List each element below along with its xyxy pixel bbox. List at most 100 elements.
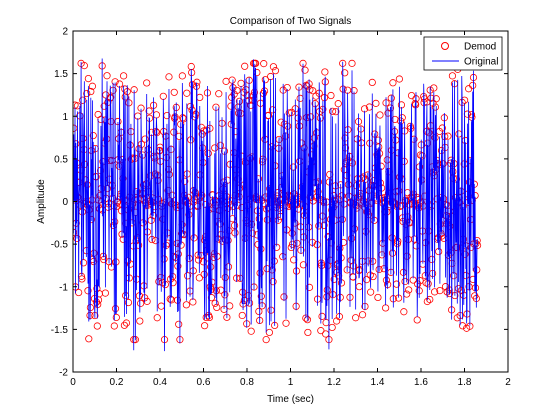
demod-point — [374, 136, 382, 144]
legend-demod-marker — [441, 42, 449, 50]
legend-box — [423, 36, 503, 71]
y-tick-label: 0 — [62, 197, 68, 208]
demod-point — [400, 308, 408, 316]
demod-point — [211, 299, 219, 307]
legend: Demod Original — [423, 36, 503, 71]
chart-title: Comparison of Two Signals — [230, 16, 352, 27]
demod-point — [143, 79, 151, 87]
demod-point — [414, 196, 423, 204]
x-tick-label: 1.2 — [327, 377, 341, 388]
demod-point — [79, 259, 88, 267]
demod-point — [469, 81, 477, 90]
demod-point — [211, 144, 219, 152]
demod-point — [327, 91, 335, 100]
demod-point — [195, 274, 203, 282]
demod-point — [137, 299, 145, 307]
demod-point — [153, 314, 161, 322]
legend-demod-label: Demod — [464, 42, 496, 53]
demod-point — [361, 175, 369, 183]
demod-point — [426, 295, 434, 304]
demod-point — [309, 87, 317, 95]
demod-point — [431, 103, 440, 111]
x-tick-label: 1.8 — [458, 377, 472, 388]
demod-point — [122, 319, 131, 327]
demod-point — [84, 74, 92, 83]
demod-point — [301, 66, 309, 74]
demod-point — [438, 124, 446, 132]
demod-point — [448, 72, 457, 80]
demod-point — [247, 327, 255, 335]
demod-point — [257, 292, 265, 300]
demod-point — [374, 293, 382, 302]
y-tick-label: 1 — [62, 112, 68, 123]
demod-point — [352, 314, 360, 322]
y-tick-label: 2 — [62, 27, 68, 38]
x-tick-label: 0 — [70, 377, 76, 388]
demod-point — [431, 288, 439, 296]
demod-point — [145, 107, 153, 115]
demod-point — [432, 95, 440, 103]
demod-point — [143, 297, 151, 305]
demod-point — [83, 89, 91, 98]
demod-point — [85, 335, 93, 343]
demod-point — [458, 322, 467, 330]
demod-point — [330, 275, 338, 283]
demod-point — [101, 289, 110, 297]
demod-point — [334, 100, 342, 108]
demod-point — [124, 298, 133, 307]
series-layer — [73, 58, 482, 352]
demod-point — [359, 173, 367, 181]
demod-point — [304, 328, 312, 337]
demod-point — [165, 73, 173, 81]
demod-point — [261, 76, 269, 84]
demod-point — [178, 72, 186, 80]
demod-point — [87, 87, 95, 96]
demod-point — [418, 152, 426, 160]
demod-point — [348, 59, 356, 67]
demod-point — [401, 277, 409, 286]
demod-point — [141, 135, 149, 143]
x-tick-label: 1 — [288, 377, 294, 388]
x-tick-label: 0.6 — [197, 377, 211, 388]
demod-point — [255, 307, 263, 315]
demod-point — [260, 60, 268, 68]
demod-point — [120, 72, 128, 80]
demod-point — [299, 261, 308, 269]
x-axis-label: Time (sec) — [267, 394, 314, 405]
y-tick-label: -1.5 — [51, 325, 69, 336]
demod-point — [184, 272, 192, 280]
demod-point — [269, 63, 278, 71]
demod-point — [93, 322, 101, 330]
demod-point — [341, 69, 349, 77]
series-original-line — [73, 58, 478, 352]
demod-point — [395, 75, 403, 83]
demod-point — [376, 111, 384, 119]
demod-point — [181, 177, 189, 185]
x-tick-label: 1.6 — [414, 377, 428, 388]
demod-point — [367, 288, 375, 296]
demod-point — [405, 286, 413, 294]
x-tick-label: 0.2 — [110, 377, 124, 388]
demod-point — [204, 149, 212, 157]
demod-point — [186, 102, 195, 111]
x-tick-label: 0.8 — [240, 377, 254, 388]
demod-point — [262, 336, 270, 344]
demod-point — [271, 67, 280, 75]
demod-point — [175, 320, 183, 328]
x-tick-label: 0.4 — [153, 377, 167, 388]
demod-point — [215, 90, 223, 98]
y-tick-label: -2 — [59, 368, 68, 379]
y-tick-label: -0.5 — [51, 240, 69, 251]
demod-point — [252, 59, 260, 67]
y-tick-label: 1.5 — [54, 69, 68, 80]
demod-point — [321, 68, 329, 76]
demod-point — [332, 108, 340, 116]
demod-point — [170, 88, 178, 96]
y-axis-label: Amplitude — [36, 179, 47, 224]
y-tick-label: -1 — [59, 282, 68, 293]
demod-point — [318, 312, 326, 320]
demod-point — [241, 62, 249, 70]
demod-point — [136, 317, 144, 325]
